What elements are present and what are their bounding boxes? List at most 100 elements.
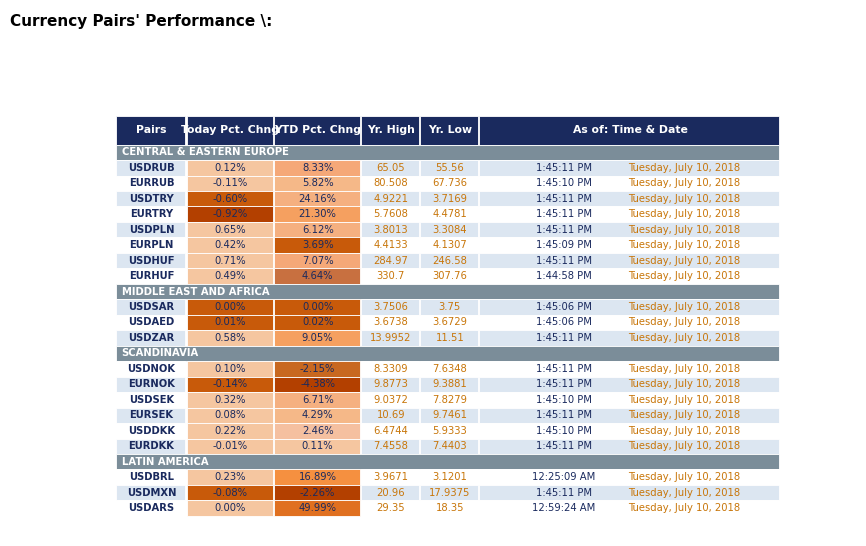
Text: 9.3881: 9.3881: [432, 379, 468, 389]
Text: 16.89%: 16.89%: [299, 472, 337, 482]
Text: 1:45:11 PM: 1:45:11 PM: [536, 224, 591, 235]
Bar: [480, 206, 779, 222]
Text: -0.01%: -0.01%: [213, 441, 248, 451]
Bar: [187, 500, 273, 516]
Bar: [187, 299, 273, 314]
Text: Tuesday, July 10, 2018: Tuesday, July 10, 2018: [628, 194, 740, 204]
Bar: [187, 160, 273, 175]
Bar: [274, 392, 360, 407]
Bar: [187, 392, 273, 407]
Text: As of: Time & Date: As of: Time & Date: [572, 125, 688, 135]
Text: Tuesday, July 10, 2018: Tuesday, July 10, 2018: [628, 395, 740, 405]
Bar: [116, 299, 185, 314]
Text: 7.4558: 7.4558: [373, 441, 408, 451]
Text: 1:45:11 PM: 1:45:11 PM: [536, 194, 591, 204]
Bar: [420, 206, 478, 222]
Bar: [420, 407, 478, 423]
Bar: [187, 268, 273, 284]
Text: Tuesday, July 10, 2018: Tuesday, July 10, 2018: [628, 472, 740, 482]
Text: Pairs: Pairs: [136, 125, 167, 135]
Text: USDARS: USDARS: [128, 503, 175, 513]
Bar: [274, 485, 360, 500]
Text: 5.82%: 5.82%: [302, 178, 333, 188]
Bar: [361, 268, 419, 284]
Text: 9.8773: 9.8773: [373, 379, 408, 389]
Text: 9.0372: 9.0372: [373, 395, 408, 405]
Text: 0.10%: 0.10%: [215, 364, 246, 374]
Bar: [480, 377, 779, 392]
Text: 4.4133: 4.4133: [373, 240, 408, 250]
Bar: [420, 485, 478, 500]
Text: 6.71%: 6.71%: [301, 395, 333, 405]
Text: Tuesday, July 10, 2018: Tuesday, July 10, 2018: [628, 333, 740, 343]
Bar: [420, 423, 478, 438]
Text: USDPLN: USDPLN: [129, 224, 174, 235]
Text: 0.58%: 0.58%: [215, 333, 246, 343]
Text: 6.12%: 6.12%: [301, 224, 333, 235]
Bar: [361, 299, 419, 314]
Text: Tuesday, July 10, 2018: Tuesday, July 10, 2018: [628, 163, 740, 173]
Bar: [116, 238, 185, 253]
Bar: [274, 191, 360, 206]
Text: 0.01%: 0.01%: [215, 317, 246, 328]
Bar: [361, 361, 419, 377]
Bar: [116, 346, 779, 361]
Text: Tuesday, July 10, 2018: Tuesday, July 10, 2018: [628, 256, 740, 265]
Text: 11.51: 11.51: [436, 333, 464, 343]
Bar: [274, 470, 360, 485]
Bar: [116, 407, 185, 423]
Bar: [420, 314, 478, 330]
Text: Tuesday, July 10, 2018: Tuesday, July 10, 2018: [628, 410, 740, 420]
Bar: [116, 160, 185, 175]
Text: 4.29%: 4.29%: [302, 410, 333, 420]
Bar: [420, 470, 478, 485]
Text: USDHUF: USDHUF: [128, 256, 175, 265]
Bar: [420, 116, 478, 145]
Bar: [480, 222, 779, 238]
Bar: [274, 206, 360, 222]
Bar: [116, 361, 185, 377]
Bar: [480, 191, 779, 206]
Bar: [361, 175, 419, 191]
Text: 4.9221: 4.9221: [373, 194, 408, 204]
Text: USDMXN: USDMXN: [126, 488, 177, 497]
Bar: [116, 145, 779, 160]
Text: 0.00%: 0.00%: [302, 302, 333, 312]
Bar: [187, 361, 273, 377]
Text: 4.1307: 4.1307: [432, 240, 468, 250]
Text: 6.4744: 6.4744: [373, 426, 408, 436]
Text: 13.9952: 13.9952: [370, 333, 411, 343]
Bar: [274, 160, 360, 175]
Bar: [361, 392, 419, 407]
Text: -2.15%: -2.15%: [300, 364, 335, 374]
Bar: [116, 423, 185, 438]
Text: EURNOK: EURNOK: [128, 379, 175, 389]
Text: 1:45:10 PM: 1:45:10 PM: [536, 426, 591, 436]
Text: -0.08%: -0.08%: [213, 488, 248, 497]
Bar: [480, 253, 779, 268]
Text: 65.05: 65.05: [377, 163, 405, 173]
Bar: [420, 299, 478, 314]
Bar: [187, 314, 273, 330]
Bar: [187, 485, 273, 500]
Text: EURDKK: EURDKK: [129, 441, 174, 451]
Text: Tuesday, July 10, 2018: Tuesday, July 10, 2018: [628, 317, 740, 328]
Text: CENTRAL & EASTERN EUROPE: CENTRAL & EASTERN EUROPE: [121, 147, 288, 157]
Text: EURTRY: EURTRY: [130, 209, 173, 219]
Text: 0.08%: 0.08%: [215, 410, 246, 420]
Bar: [361, 238, 419, 253]
Bar: [187, 470, 273, 485]
Text: 0.71%: 0.71%: [215, 256, 246, 265]
Text: Tuesday, July 10, 2018: Tuesday, July 10, 2018: [628, 240, 740, 250]
Bar: [420, 330, 478, 346]
Text: 80.508: 80.508: [373, 178, 408, 188]
Bar: [361, 222, 419, 238]
Text: 0.49%: 0.49%: [215, 271, 246, 281]
Text: 1:44:58 PM: 1:44:58 PM: [536, 271, 591, 281]
Bar: [116, 500, 185, 516]
Text: 3.7169: 3.7169: [432, 194, 468, 204]
Bar: [420, 377, 478, 392]
Text: -0.60%: -0.60%: [213, 194, 248, 204]
Text: USDZAR: USDZAR: [128, 333, 175, 343]
Bar: [187, 330, 273, 346]
